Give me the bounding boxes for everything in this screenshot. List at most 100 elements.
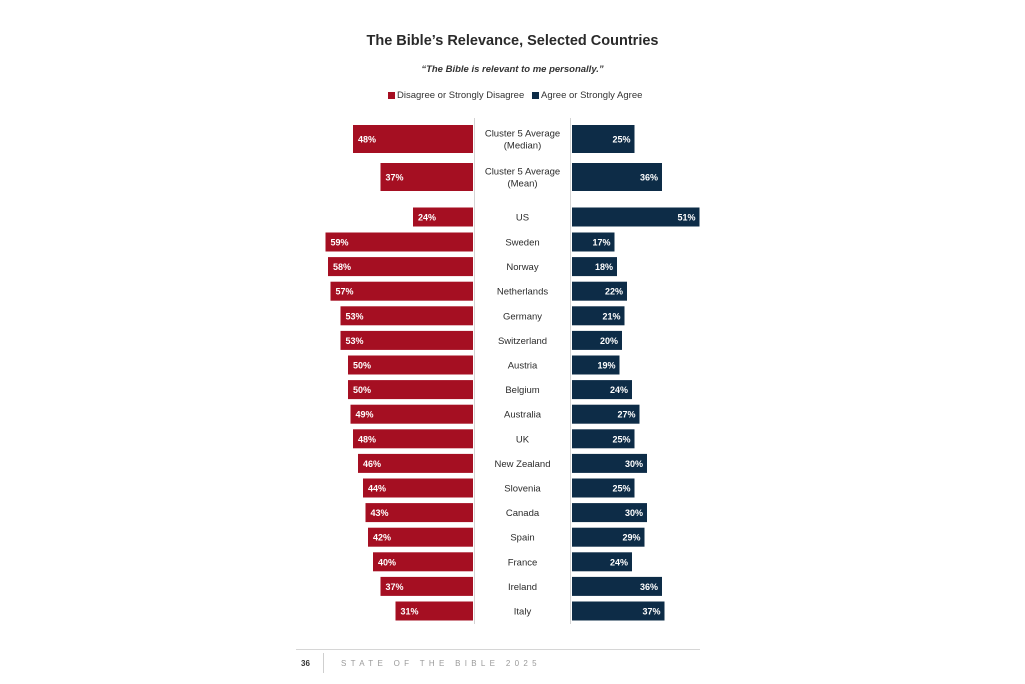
bar-agree-cluster-5-average-mean [572, 163, 662, 191]
bar-agree-uk [572, 429, 635, 449]
legend-agree: Agree or Strongly Agree [532, 90, 642, 101]
bar-agree-slovenia [572, 478, 635, 498]
bar-disagree-us [413, 207, 473, 227]
data-label-disagree-ireland: 37% [386, 582, 404, 592]
legend-disagree-label: Disagree or Strongly Disagree [397, 90, 525, 101]
category-label-italy: Italy [514, 607, 532, 618]
bar-disagree-canada [365, 503, 473, 523]
bar-disagree-sweden [325, 232, 473, 252]
bar-agree-germany [572, 306, 625, 326]
data-label-disagree-austria: 50% [353, 361, 371, 371]
data-label-disagree-italy: 31% [401, 607, 419, 617]
bar-agree-new-zealand [572, 453, 647, 473]
bar-agree-cluster-5-average-median [572, 125, 635, 153]
bar-agree-belgium [572, 380, 632, 400]
data-label-disagree-uk: 48% [358, 434, 376, 444]
data-label-agree-uk: 25% [612, 434, 630, 444]
data-label-disagree-switzerland: 53% [346, 336, 364, 346]
bar-agree-spain [572, 527, 645, 547]
bar-agree-us [572, 207, 700, 227]
bar-agree-netherlands [572, 281, 627, 301]
data-label-agree-germany: 21% [602, 311, 620, 321]
data-label-agree-sweden: 17% [592, 238, 610, 248]
data-label-disagree-norway: 58% [333, 262, 351, 272]
data-label-agree-canada: 30% [625, 508, 643, 518]
bar-agree-norway [572, 257, 617, 277]
data-label-agree-france: 24% [610, 557, 628, 567]
data-label-agree-slovenia: 25% [612, 484, 630, 494]
data-label-disagree-new-zealand: 46% [363, 459, 381, 469]
bar-agree-austria [572, 355, 620, 375]
bar-disagree-netherlands [330, 281, 473, 301]
category-label-slovenia: Slovenia [504, 484, 541, 495]
bar-disagree-uk [353, 429, 473, 449]
data-label-agree-cluster-5-average-mean: 36% [640, 173, 658, 183]
footer-publication-title: STATE OF THE BIBLE 2025 [341, 659, 541, 668]
category-label-germany: Germany [503, 311, 542, 322]
data-label-agree-australia: 27% [617, 410, 635, 420]
bar-disagree-france [373, 552, 473, 572]
bar-agree-sweden [572, 232, 615, 252]
category-label-netherlands: Netherlands [497, 287, 548, 298]
bar-agree-france [572, 552, 632, 572]
bar-disagree-austria [348, 355, 473, 375]
legend-disagree: Disagree or Strongly Disagree [388, 90, 524, 101]
data-label-disagree-germany: 53% [346, 311, 364, 321]
chart-subtitle: “The Bible is relevant to me personally.… [421, 64, 604, 75]
category-label-ireland: Ireland [508, 582, 537, 593]
data-label-disagree-slovenia: 44% [368, 484, 386, 494]
bar-agree-ireland [572, 576, 662, 596]
bar-agree-switzerland [572, 330, 622, 350]
data-label-disagree-belgium: 50% [353, 385, 371, 395]
category-label-uk: UK [516, 434, 530, 445]
data-label-disagree-australia: 49% [356, 410, 374, 420]
bar-disagree-ireland [380, 576, 473, 596]
bar-disagree-italy [395, 601, 473, 621]
data-label-disagree-canada: 43% [371, 508, 389, 518]
data-label-disagree-netherlands: 57% [336, 287, 354, 297]
category-label-switzerland: Switzerland [498, 336, 547, 347]
category-label-canada: Canada [506, 508, 540, 519]
data-label-disagree-france: 40% [378, 557, 396, 567]
footer-rule [296, 649, 700, 650]
bar-disagree-australia [350, 404, 473, 424]
data-label-agree-cluster-5-average-median: 25% [612, 135, 630, 145]
category-label-spain: Spain [510, 533, 534, 544]
category-label-cluster-5-average-mean: Cluster 5 Average (Mean) [485, 167, 560, 190]
data-label-agree-spain: 29% [622, 533, 640, 543]
category-label-belgium: Belgium [505, 385, 539, 396]
category-label-us: US [516, 213, 529, 224]
bar-agree-australia [572, 404, 640, 424]
category-label-australia: Australia [504, 410, 542, 421]
data-label-disagree-cluster-5-average-mean: 37% [386, 173, 404, 183]
data-label-disagree-spain: 42% [373, 533, 391, 543]
bar-disagree-slovenia [363, 478, 473, 498]
data-label-agree-us: 51% [677, 213, 695, 223]
legend-agree-label: Agree or Strongly Agree [541, 90, 643, 101]
category-label-norway: Norway [506, 262, 538, 273]
bar-disagree-cluster-5-average-median [353, 125, 473, 153]
legend-disagree-swatch [388, 92, 395, 99]
bar-disagree-switzerland [340, 330, 473, 350]
page-number: 36 [301, 659, 310, 668]
category-label-new-zealand: New Zealand [495, 459, 551, 470]
bar-disagree-norway [328, 257, 473, 277]
category-label-austria: Austria [508, 361, 538, 372]
data-label-disagree-cluster-5-average-median: 48% [358, 135, 376, 145]
legend-agree-swatch [532, 92, 539, 99]
bars-layer: 48% 25% Cluster 5 Average (Median) 37% 36% Clu… [325, 125, 700, 621]
data-label-agree-ireland: 36% [640, 582, 658, 592]
data-label-agree-netherlands: 22% [605, 287, 623, 297]
footer-divider [323, 653, 324, 673]
chart-title: The Bible’s Relevance, Selected Countrie… [366, 33, 659, 49]
data-label-agree-switzerland: 20% [600, 336, 618, 346]
bar-disagree-cluster-5-average-mean [380, 163, 473, 191]
data-label-agree-norway: 18% [595, 262, 613, 272]
data-label-agree-new-zealand: 30% [625, 459, 643, 469]
bar-disagree-belgium [348, 380, 473, 400]
category-label-sweden: Sweden [505, 238, 539, 249]
data-label-agree-austria: 19% [597, 361, 615, 371]
data-label-agree-belgium: 24% [610, 385, 628, 395]
data-label-disagree-sweden: 59% [331, 238, 349, 248]
